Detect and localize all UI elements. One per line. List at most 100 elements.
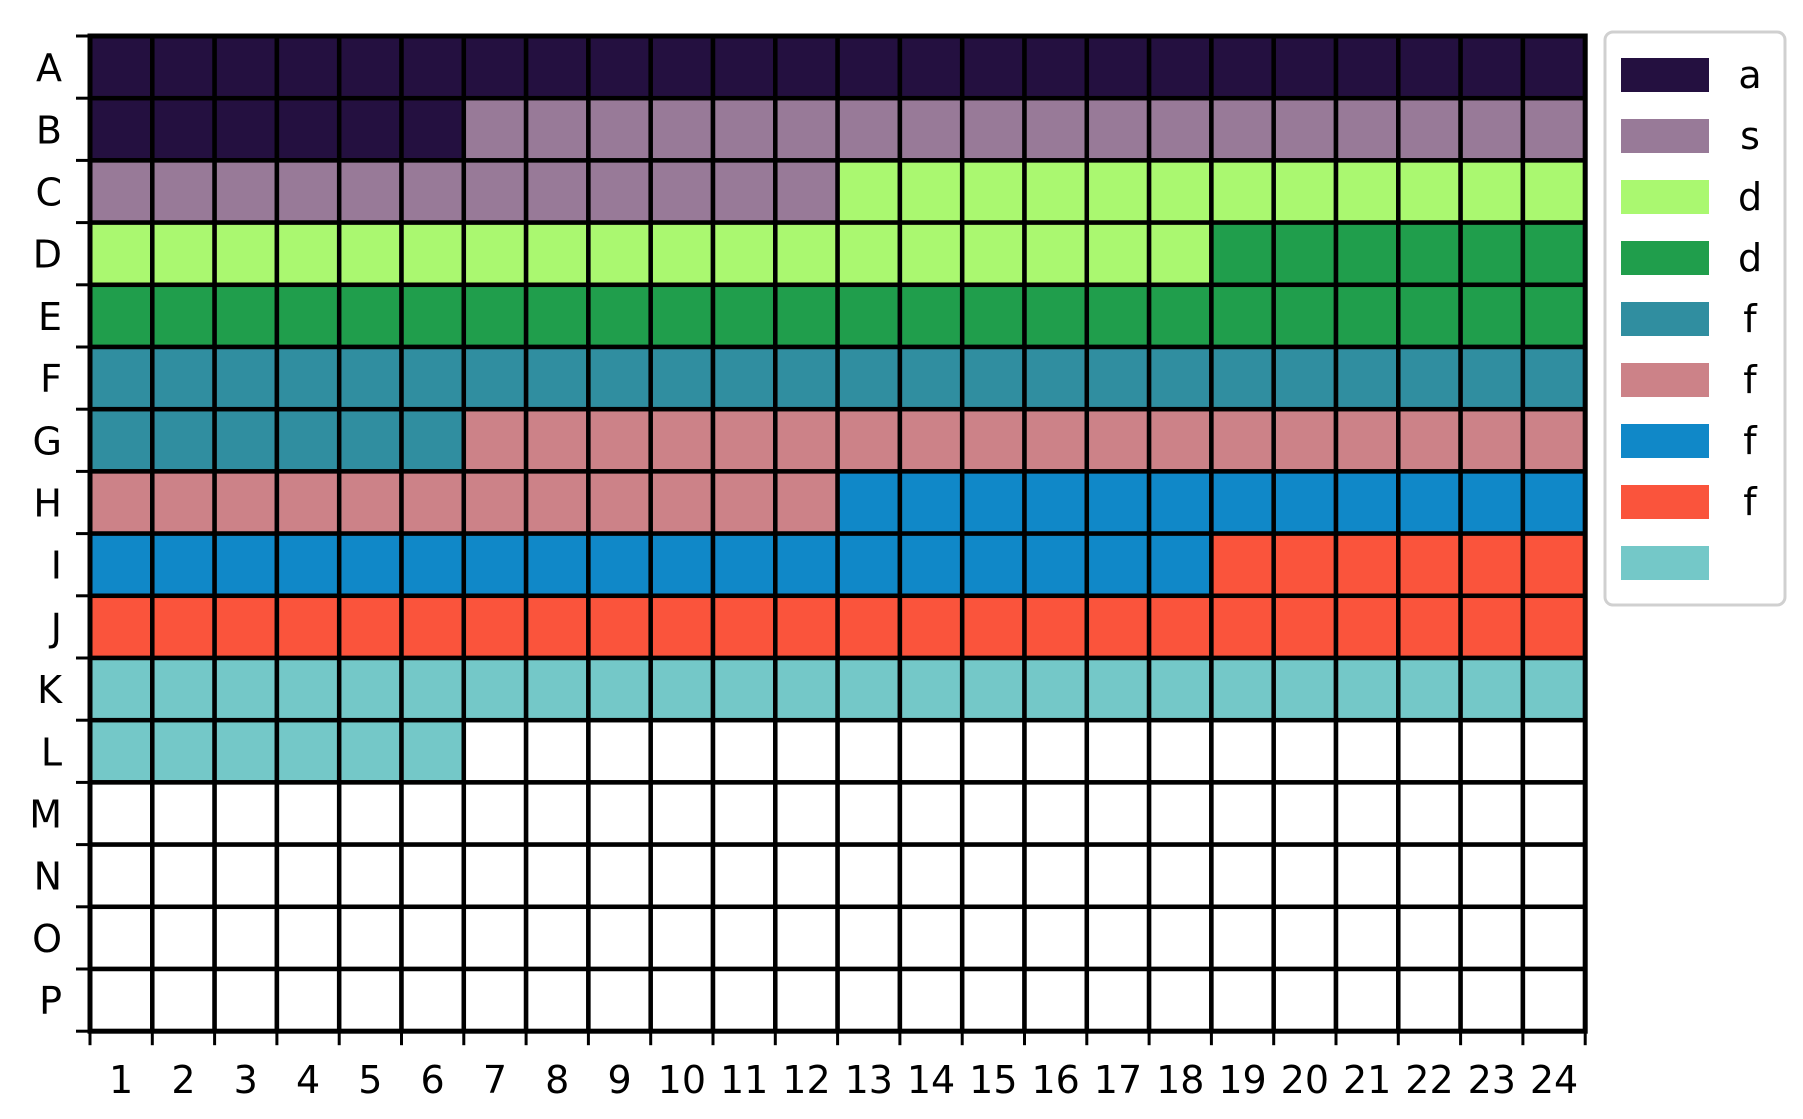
well-D10 bbox=[648, 220, 716, 288]
well-C10 bbox=[648, 158, 716, 225]
well-M5 bbox=[336, 780, 404, 847]
well-D6 bbox=[399, 220, 467, 288]
well-P4 bbox=[274, 966, 342, 1034]
well-P21 bbox=[1333, 966, 1401, 1034]
well-M20 bbox=[1271, 780, 1339, 847]
well-J1 bbox=[87, 593, 155, 661]
column-label-16: 16 bbox=[1031, 1058, 1079, 1102]
legend-swatch bbox=[1621, 546, 1709, 580]
well-K3 bbox=[212, 655, 280, 723]
well-M22 bbox=[1396, 780, 1463, 847]
column-label-14: 14 bbox=[907, 1058, 955, 1102]
well-A24 bbox=[1520, 33, 1588, 101]
well-I13 bbox=[835, 531, 903, 599]
well-O18 bbox=[1146, 904, 1214, 972]
well-E18 bbox=[1146, 282, 1214, 350]
well-J14 bbox=[897, 593, 965, 661]
well-O20 bbox=[1271, 904, 1339, 972]
well-F20 bbox=[1271, 344, 1339, 412]
well-M8 bbox=[523, 780, 591, 847]
well-A12 bbox=[773, 33, 840, 101]
well-P16 bbox=[1022, 966, 1090, 1034]
well-H2 bbox=[150, 469, 217, 536]
well-E20 bbox=[1271, 282, 1339, 350]
well-J15 bbox=[959, 593, 1027, 661]
well-N5 bbox=[336, 842, 404, 910]
well-E8 bbox=[523, 282, 591, 350]
well-F23 bbox=[1458, 344, 1526, 412]
well-D12 bbox=[773, 220, 840, 288]
row-label-P: P bbox=[39, 979, 62, 1023]
row-label-M: M bbox=[29, 793, 62, 837]
well-K2 bbox=[150, 655, 217, 723]
wells-layer bbox=[87, 33, 1588, 1034]
well-G21 bbox=[1333, 406, 1401, 474]
well-N19 bbox=[1209, 842, 1276, 910]
well-F24 bbox=[1520, 344, 1588, 412]
well-O3 bbox=[212, 904, 280, 972]
well-G1 bbox=[87, 406, 155, 474]
well-G12 bbox=[773, 406, 840, 474]
row-label-B: B bbox=[36, 108, 62, 152]
column-label-19: 19 bbox=[1218, 1058, 1266, 1102]
well-A6 bbox=[399, 33, 467, 101]
well-D23 bbox=[1458, 220, 1526, 288]
column-label-11: 11 bbox=[720, 1058, 768, 1102]
well-B24 bbox=[1520, 95, 1588, 163]
well-F16 bbox=[1022, 344, 1090, 412]
well-K17 bbox=[1084, 655, 1152, 723]
well-E10 bbox=[648, 282, 716, 350]
well-L20 bbox=[1271, 717, 1339, 785]
well-F8 bbox=[523, 344, 591, 412]
well-B4 bbox=[274, 95, 342, 163]
well-L17 bbox=[1084, 717, 1152, 785]
column-label-12: 12 bbox=[782, 1058, 830, 1102]
well-A21 bbox=[1333, 33, 1401, 101]
well-F22 bbox=[1396, 344, 1463, 412]
well-L3 bbox=[212, 717, 280, 785]
well-D11 bbox=[710, 220, 778, 288]
well-I18 bbox=[1146, 531, 1214, 599]
well-M2 bbox=[150, 780, 217, 847]
well-P17 bbox=[1084, 966, 1152, 1034]
well-B8 bbox=[523, 95, 591, 163]
well-M4 bbox=[274, 780, 342, 847]
well-A16 bbox=[1022, 33, 1090, 101]
well-K5 bbox=[336, 655, 404, 723]
well-J19 bbox=[1209, 593, 1276, 661]
well-G4 bbox=[274, 406, 342, 474]
row-label-E: E bbox=[38, 295, 62, 339]
legend-swatch bbox=[1621, 363, 1709, 397]
well-H13 bbox=[835, 469, 903, 536]
well-B7 bbox=[461, 95, 529, 163]
well-H19 bbox=[1209, 469, 1276, 536]
well-N2 bbox=[150, 842, 217, 910]
well-C12 bbox=[773, 158, 840, 225]
well-K18 bbox=[1146, 655, 1214, 723]
well-I2 bbox=[150, 531, 217, 599]
column-label-7: 7 bbox=[483, 1058, 507, 1102]
well-N10 bbox=[648, 842, 716, 910]
well-I8 bbox=[523, 531, 591, 599]
well-H23 bbox=[1458, 469, 1526, 536]
well-G13 bbox=[835, 406, 903, 474]
well-J2 bbox=[150, 593, 217, 661]
well-I1 bbox=[87, 531, 155, 599]
well-G5 bbox=[336, 406, 404, 474]
well-H11 bbox=[710, 469, 778, 536]
well-A13 bbox=[835, 33, 903, 101]
well-L21 bbox=[1333, 717, 1401, 785]
well-C21 bbox=[1333, 158, 1401, 225]
row-label-F: F bbox=[40, 357, 62, 401]
well-H3 bbox=[212, 469, 280, 536]
well-L14 bbox=[897, 717, 965, 785]
well-D14 bbox=[897, 220, 965, 288]
well-N1 bbox=[87, 842, 155, 910]
well-I10 bbox=[648, 531, 716, 599]
well-I15 bbox=[959, 531, 1027, 599]
column-label-21: 21 bbox=[1343, 1058, 1391, 1102]
well-F17 bbox=[1084, 344, 1152, 412]
well-K22 bbox=[1396, 655, 1463, 723]
